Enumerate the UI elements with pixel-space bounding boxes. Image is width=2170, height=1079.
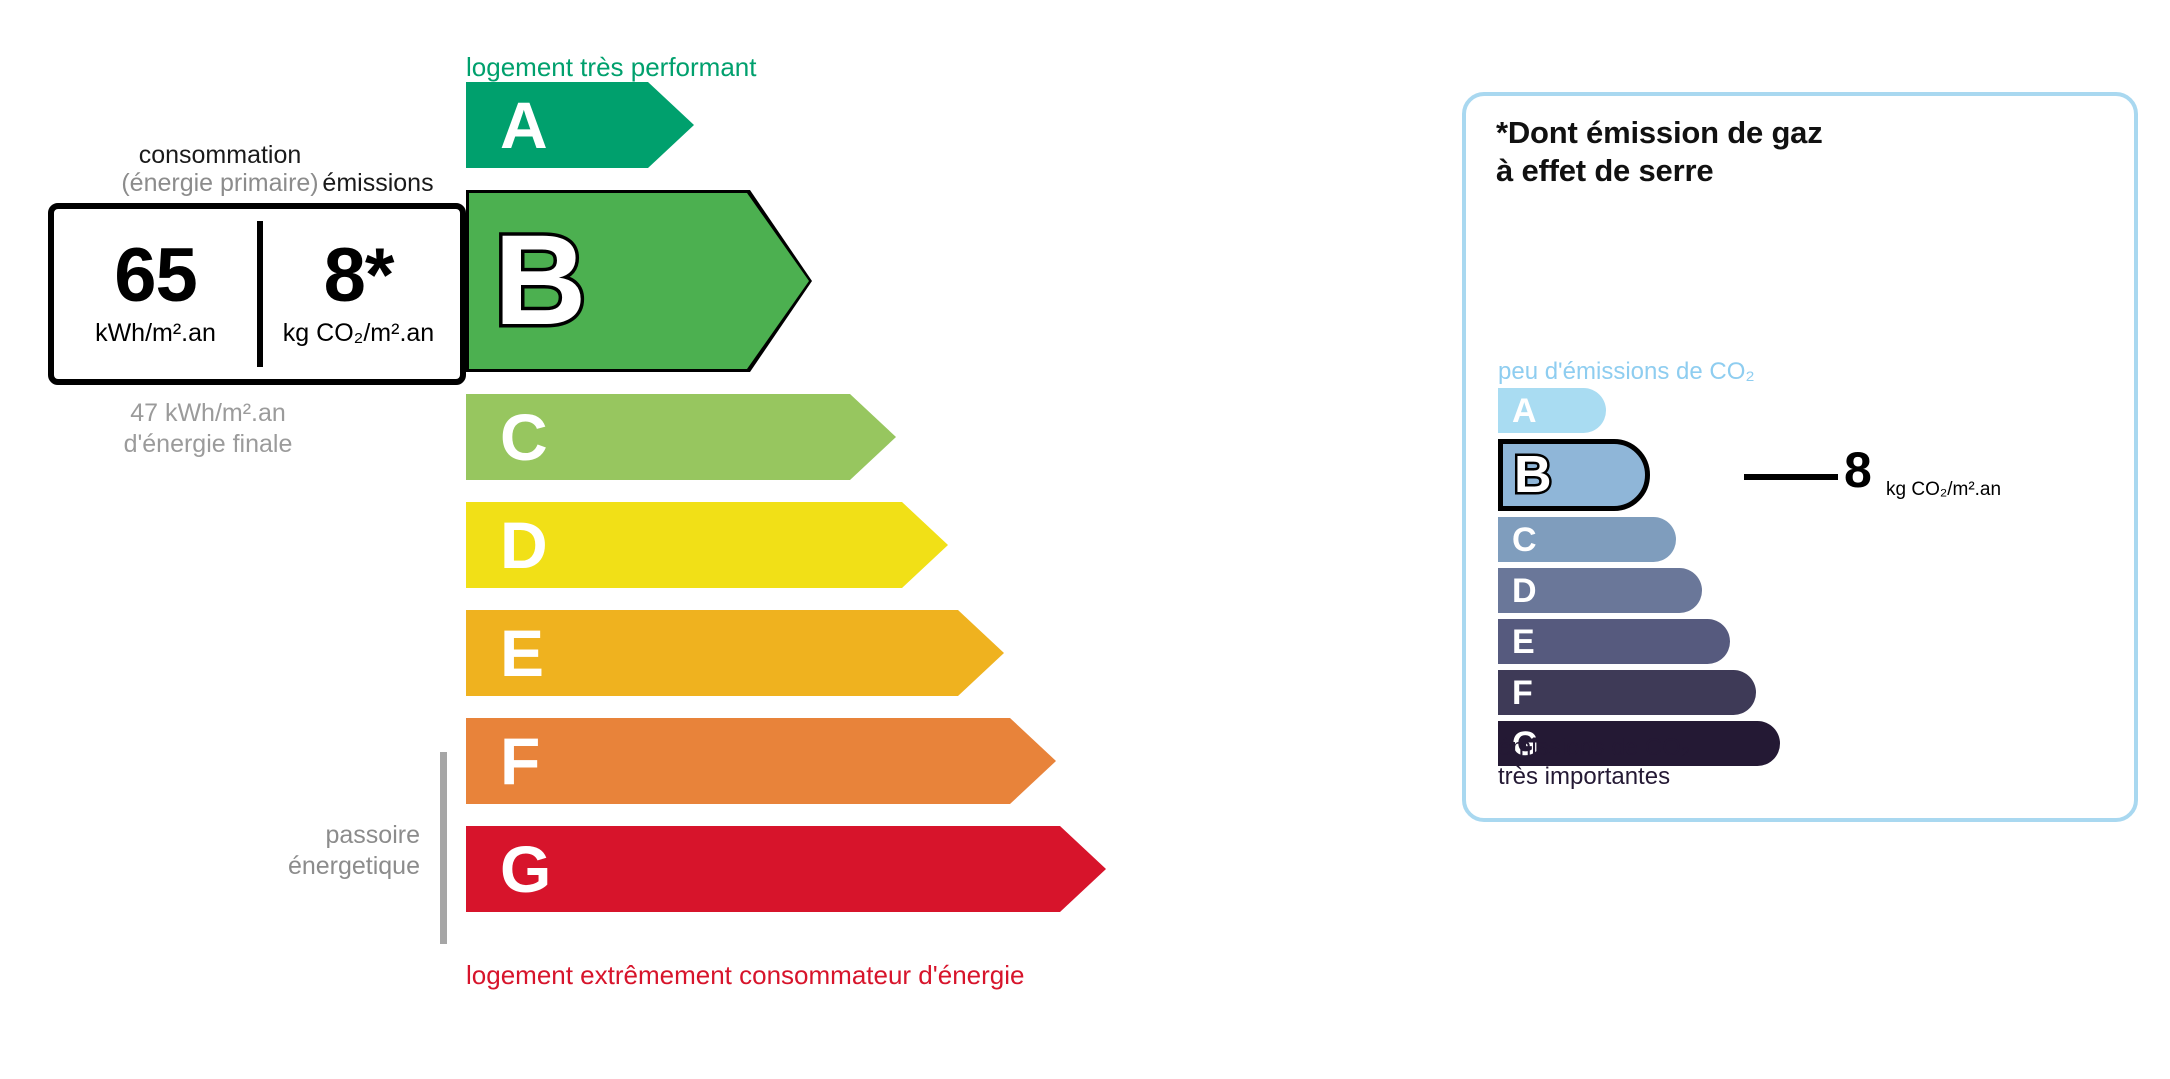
value-box: 65 kWh/m².an 8* kg CO₂/m².an [48,203,466,385]
energy-class-g-letter: G [500,832,552,906]
energy-class-g-shape [466,826,1106,912]
passoire-line2: énergetique [287,852,420,881]
consumption-unit: kWh/m².an [95,318,216,347]
passoire-line1: passoire [325,821,421,849]
co2-class-d-letter: D [1512,571,1537,610]
energy-class-e-letter: E [500,616,545,690]
energy-class-d: D [466,502,948,588]
co2-title-line1: *Dont émission de gaz [1496,115,1823,150]
energy-class-b-shape [469,193,809,369]
co2-class-g-letter: G [1512,724,1539,763]
energy-class-f: F [466,718,1056,804]
co2-class-c-letter: C [1512,520,1537,559]
co2-class-g-shape [1498,721,1780,766]
energy-class-e: E [466,610,1004,696]
co2-class-b-shape [1498,439,1650,511]
label-consommation: consommation [138,141,302,169]
co2-class-b-letter: B [1512,446,1555,504]
co2-leader-line [1744,474,1838,480]
consumption-value: 65 [114,233,198,319]
energy-class-c-letter: C [500,400,548,474]
co2-class-e-letter: E [1512,622,1535,661]
energy-class-a: A [466,82,694,168]
energy-class-f-shape [466,718,1056,804]
emission-cell: 8* kg CO₂/m².an [257,209,460,379]
energy-class-f-letter: F [500,724,541,798]
energy-class-a-letter: A [500,88,548,162]
co2-panel: *Dont émission de gaz à effet de serre p… [1462,92,2138,822]
co2-value: 8 [1844,442,1872,498]
energy-class-scale: A B C D E F G [466,82,1106,934]
co2-bottom-caption: émissions de CO₂ très importantes [1498,734,1690,792]
co2-title-line2: à effet de serre [1496,152,1714,188]
energy-bottom-caption: logement extrêmement consommateur d'éner… [466,960,1025,990]
passoire-label: passoire énergetique [230,820,420,883]
co2-class-c-shape [1498,517,1676,562]
energy-class-d-shape [466,502,948,588]
co2-bottom-line1: émissions de CO₂ [1498,734,1691,761]
final-energy-note: 47 kWh/m².an d'énergie finale [48,398,368,461]
emission-value: 8* [323,233,395,319]
final-energy-line2: d'énergie finale [123,430,293,459]
final-energy-line1: 47 kWh/m².an [130,399,286,427]
energy-class-d-letter: D [500,508,548,582]
energy-class-a-shape [466,82,694,168]
label-energie-primaire: (énergie primaire) [121,169,319,197]
co2-top-caption: peu d'émissions de CO₂ [1498,358,1755,385]
co2-value-unit: kg CO₂/m².an [1886,479,2002,500]
label-emissions: émissions [322,169,434,197]
consumption-cell: 65 kWh/m².an [54,209,257,379]
co2-class-f-letter: F [1512,673,1533,712]
energy-class-b: B [466,190,812,372]
emission-unit: kg CO₂/m².an [282,318,435,347]
co2-class-a-shape [1498,388,1606,433]
co2-class-f-shape [1498,670,1756,715]
co2-class-d-shape [1498,568,1702,613]
energy-class-c: C [466,394,896,480]
co2-class-e-shape [1498,619,1730,664]
energy-class-b-letter: B [490,209,589,352]
energy-top-caption: logement très performant [466,52,757,82]
energy-class-g: G [466,826,1106,912]
co2-bottom-line2: très importantes [1498,762,1671,790]
co2-panel-title: *Dont émission de gaz à effet de serre [1496,114,1823,190]
energy-class-c-shape [466,394,896,480]
energy-class-e-shape [466,610,1004,696]
co2-class-a-letter: A [1512,391,1537,430]
passoire-bracket [440,752,447,944]
